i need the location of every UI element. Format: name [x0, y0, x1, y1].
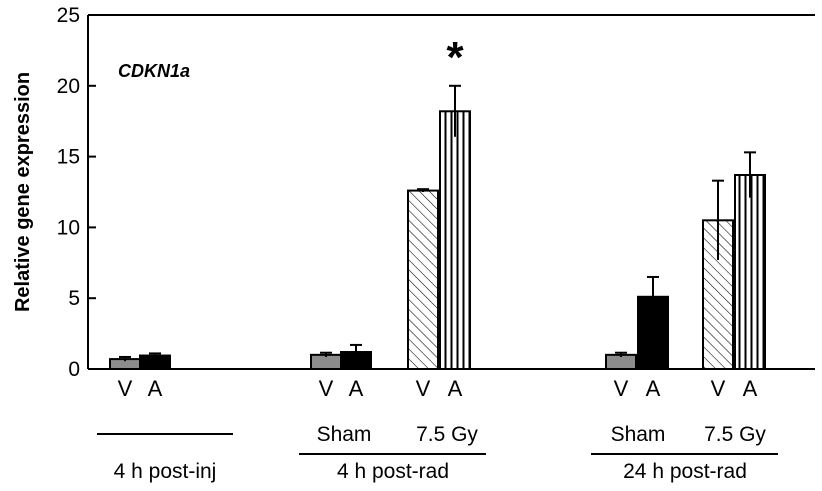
bar-letter: V [416, 376, 431, 401]
y-tick-label: 5 [68, 287, 80, 310]
y-axis-label: Relative gene expression [12, 72, 34, 312]
bar-letter: A [148, 376, 163, 401]
bar [407, 189, 439, 370]
group-label: 24 h post-rad [623, 460, 747, 483]
bar [734, 174, 766, 370]
condition-labels: Sham 7.5 Gy Sham 7.5 Gy [97, 423, 778, 455]
bar-letter: V [614, 376, 629, 401]
condition-label: Sham [611, 423, 666, 446]
significance-star: * [446, 33, 464, 82]
y-tick-label: 20 [57, 75, 80, 98]
group-label: 4 h post-inj [114, 460, 217, 483]
bar [439, 110, 471, 371]
y-tick-label: 15 [57, 146, 80, 169]
gene-label: CDKN1a [118, 61, 190, 81]
significance-markers: * [446, 33, 464, 82]
bar-letter: A [646, 376, 661, 401]
condition-label: 7.5 Gy [416, 423, 478, 446]
y-tick-label: 25 [57, 4, 80, 27]
bar-letter: V [118, 376, 133, 401]
bar-letter: A [349, 376, 364, 401]
group-label: 4 h post-rad [337, 460, 449, 483]
y-tick-label: 0 [68, 358, 80, 381]
bar-letter: A [743, 376, 758, 401]
bar-letter: V [711, 376, 726, 401]
y-tick-label: 10 [57, 216, 80, 239]
bar-letter: V [319, 376, 334, 401]
group-labels: 4 h post-inj 4 h post-rad 24 h post-rad [114, 460, 747, 483]
condition-label: Sham [317, 423, 372, 446]
condition-label: 7.5 Gy [704, 423, 766, 446]
bars [109, 84, 766, 371]
bar-letter: A [448, 376, 463, 401]
y-ticks: 0 5 10 15 20 25 [57, 4, 96, 381]
